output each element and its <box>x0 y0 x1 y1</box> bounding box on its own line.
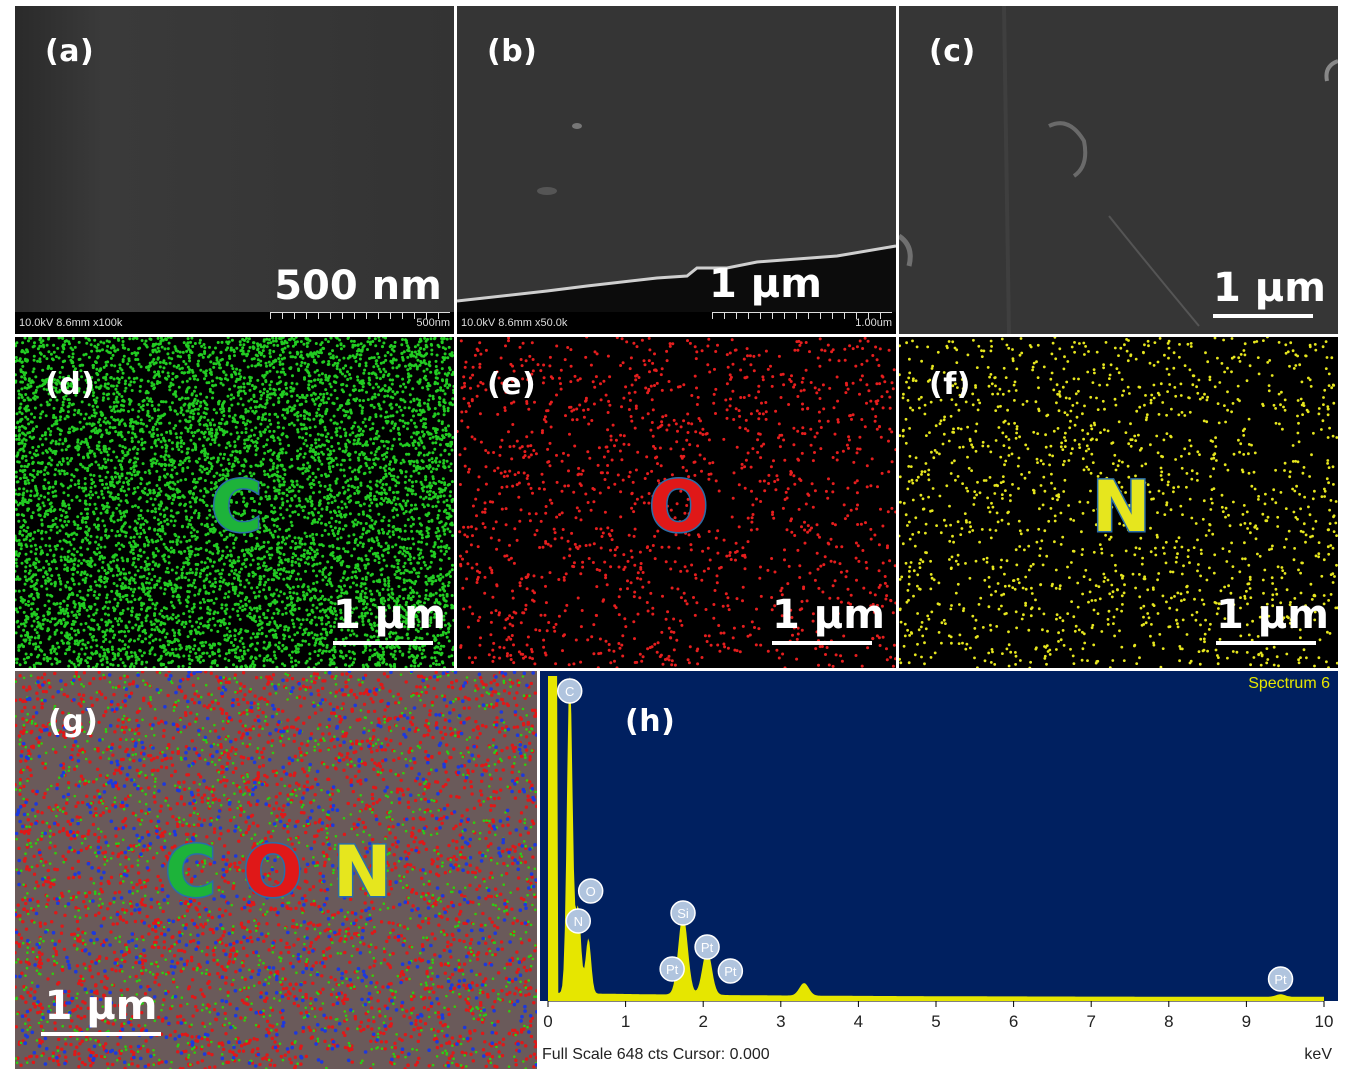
scale-line-e <box>772 641 872 645</box>
x-tick-label: 6 <box>1009 1012 1018 1031</box>
scale-text-a: 500 nm <box>268 266 448 306</box>
panel-label-e: (e) <box>487 367 536 402</box>
x-tick-label: 0 <box>543 1012 552 1031</box>
scale-bar-b: 1 μm <box>709 264 869 304</box>
panel-label-h: (h) <box>625 704 675 739</box>
scale-bar-f: 1 μm <box>1216 595 1329 645</box>
panel-label-b: (b) <box>487 34 537 69</box>
scale-bar-d: 1 μm <box>333 595 446 645</box>
peak-marker-label: Pt <box>666 962 679 977</box>
x-tick-label: 5 <box>931 1012 940 1031</box>
x-axis-unit: keV <box>1304 1046 1332 1063</box>
dot-map-oxygen <box>457 337 896 668</box>
peak-marker-pt: Pt <box>694 934 720 960</box>
x-tick-label: 3 <box>776 1012 785 1031</box>
scale-bar-g: 1 μm <box>41 986 161 1036</box>
x-tick-label: 8 <box>1164 1012 1173 1031</box>
sem-image-a: (a) 500 nm 10.0kV 8.6mm x100k 500nm <box>15 6 454 334</box>
element-label-nitrogen: N <box>1091 471 1153 544</box>
panel-label-d: (d) <box>45 367 95 402</box>
peak-marker-label: Si <box>677 906 689 921</box>
scale-text-g: 1 μm <box>41 986 161 1026</box>
element-label-oxygen: O <box>648 471 710 544</box>
peak-marker-c: C <box>556 678 583 704</box>
sem-info-bar-b: 10.0kV 8.6mm x50.0k 1.00um <box>457 312 896 334</box>
peak-marker-label: Pt <box>724 964 737 979</box>
x-tick-label: 10 <box>1315 1012 1334 1031</box>
panel-label-g: (g) <box>48 704 98 739</box>
panel-label-a: (a) <box>45 34 94 69</box>
eds-overlay-map: (g) C O N 1 μm <box>15 671 537 1069</box>
peak-marker-label: Pt <box>701 940 714 955</box>
peak-marker-pt: Pt <box>1267 966 1294 992</box>
overlay-label-nitrogen: N <box>332 836 394 909</box>
x-tick-label: 2 <box>698 1012 707 1031</box>
dot-map-overlay <box>15 671 537 1069</box>
eds-map-nitrogen: (f) N 1 μm <box>899 337 1338 668</box>
overlay-label-carbon: C <box>163 836 217 909</box>
overlay-label-oxygen: O <box>242 836 304 909</box>
x-tick-label: 1 <box>621 1012 630 1031</box>
spectrum-axis-area <box>540 1001 1338 1069</box>
sem-image-b: (b) 1 μm 10.0kV 8.6mm x50.0k 1.00um <box>457 6 896 334</box>
scale-bar-e: 1 μm <box>772 595 885 645</box>
sem-info-bar-a: 10.0kV 8.6mm x100k 500nm <box>15 312 454 334</box>
element-label-carbon: C <box>209 471 263 544</box>
scale-text-d: 1 μm <box>333 595 446 635</box>
spectrum-footer: Full Scale 648 cts Cursor: 0.000 <box>542 1046 770 1063</box>
sem-length-b: 1.00um <box>855 317 892 329</box>
scale-text-b: 1 μm <box>709 264 869 304</box>
panel-label-c: (c) <box>929 34 976 69</box>
sem-texture-a <box>15 6 454 334</box>
sem-length-a: 500nm <box>416 317 450 329</box>
peak-marker-pt: Pt <box>659 956 685 982</box>
scale-text-e: 1 μm <box>772 595 885 635</box>
scale-line-c <box>1213 314 1313 318</box>
peak-marker-pt: Pt <box>717 958 744 984</box>
sem-meta-a: 10.0kV 8.6mm x100k <box>19 317 122 329</box>
spectrum-title: Spectrum 6 <box>1248 675 1330 693</box>
dot-map-nitrogen <box>899 337 1338 668</box>
peak-marker-label: O <box>586 884 596 899</box>
x-tick-label: 9 <box>1242 1012 1251 1031</box>
eds-map-oxygen: (e) O 1 μm <box>457 337 896 668</box>
scale-text-c: 1 μm <box>1213 268 1326 308</box>
scale-line-f <box>1216 641 1316 645</box>
peak-marker-n: N <box>565 908 592 934</box>
eds-map-carbon: (d) C 1 μm <box>15 337 454 668</box>
spectrum-chart: C ON Si Pt Pt Pt Pt 0 1 2 3 4 5 6 7 8 9 10 Full Scale 648 … <box>540 676 1338 1069</box>
scale-line-g <box>41 1032 161 1036</box>
sem-texture-b <box>457 6 896 334</box>
scale-bar-a: 500 nm <box>268 266 448 306</box>
dot-map-carbon <box>15 337 454 668</box>
eds-spectrum-panel: C O N Si Pt Pt Pt Pt 0 1 2 3 4 5 6 7 8 9 10 Full Scale 648 … <box>540 671 1338 1069</box>
panel-label-f: (f) <box>929 367 971 402</box>
peak-marker-label: N <box>574 914 583 929</box>
sem-image-c: (c) 1 μm <box>899 6 1338 334</box>
scale-text-f: 1 μm <box>1216 595 1329 635</box>
peak-marker-label: Pt <box>1274 972 1287 987</box>
scale-bar-c: 1 μm <box>1213 268 1326 318</box>
scale-line-d <box>333 641 433 645</box>
sem-meta-b: 10.0kV 8.6mm x50.0k <box>461 317 567 329</box>
peak-marker-si: Si <box>670 900 696 926</box>
peak-marker-o: O <box>577 878 604 904</box>
sem-texture-c <box>899 6 1338 334</box>
x-tick-label: 4 <box>854 1012 863 1031</box>
peak-marker-label: C <box>565 684 574 699</box>
x-tick-label: 7 <box>1086 1012 1095 1031</box>
